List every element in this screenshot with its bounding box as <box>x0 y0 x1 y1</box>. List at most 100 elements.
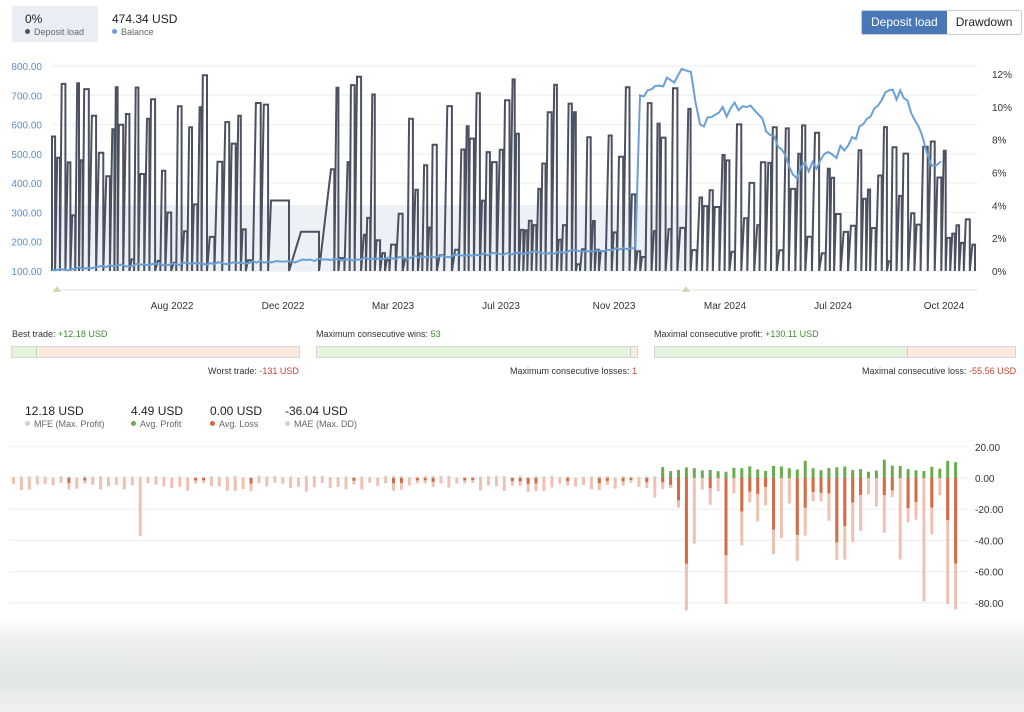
left-axis-tick: 300.00 <box>11 208 42 219</box>
range-marker-start[interactable] <box>53 286 61 292</box>
mfe-bar <box>249 476 253 478</box>
loss-bar <box>629 478 633 480</box>
avg-profit-label: Avg. Profit <box>140 419 182 429</box>
mfe-bar <box>589 476 593 478</box>
mae-bar <box>874 478 878 507</box>
loss-bar <box>851 478 855 503</box>
mae-bar <box>439 478 443 484</box>
mfe-bar <box>502 476 506 478</box>
mae-bar <box>621 478 625 486</box>
mfe-bar <box>146 476 150 478</box>
mfe-bar <box>67 476 71 478</box>
loss-bar <box>202 478 205 481</box>
mae-bar <box>423 478 427 484</box>
loss-bar <box>946 478 950 521</box>
max-consec-profit-label: Maximal consecutive profit: +130.11 USD <box>654 329 819 339</box>
mfe-bar <box>99 476 103 478</box>
mae-bar <box>257 478 261 484</box>
mae-bar <box>138 478 142 537</box>
deposit-load-button[interactable]: Deposit load <box>862 11 947 34</box>
mae-bar <box>732 478 736 494</box>
mae-bar <box>217 478 221 487</box>
loss-bar <box>661 478 665 483</box>
left-axis-tick: 700.00 <box>11 91 42 102</box>
mae-bar <box>289 478 293 488</box>
right-axis-tick: 4% <box>992 201 1007 212</box>
mae-bar <box>178 478 182 487</box>
mfe-bar <box>431 475 435 478</box>
mae-bar <box>83 478 87 484</box>
drawdown-button[interactable]: Drawdown <box>946 11 1022 34</box>
mae-bar <box>35 478 39 485</box>
worst-trade-value: -131 USD <box>259 366 299 376</box>
mfe-label: MFE (Max. Profit) <box>34 419 105 429</box>
mfe-bar <box>938 468 942 478</box>
mae-bar <box>637 478 641 487</box>
mfe-bar <box>423 475 427 478</box>
mfe-bar <box>352 476 356 478</box>
loss-bar <box>677 478 680 501</box>
left-axis-tick: 200.00 <box>11 238 42 249</box>
mae-bar <box>716 478 720 492</box>
mfe-bar <box>914 470 918 478</box>
range-marker-mid[interactable] <box>682 286 690 292</box>
deposit-load-value: 0% <box>25 12 43 26</box>
mae-bar <box>328 478 332 488</box>
right-axis-tick: 6% <box>992 169 1007 180</box>
loss-bar <box>811 478 815 492</box>
mfe-bar <box>463 476 467 478</box>
mfe-bar <box>27 476 31 478</box>
loss-bar <box>463 478 467 481</box>
mfe-bar <box>281 477 285 478</box>
loss-bar <box>415 478 419 481</box>
mfe-bar <box>19 476 23 478</box>
mfe-bar <box>669 471 673 478</box>
mfe-bar <box>795 469 799 478</box>
mfe-bar <box>75 477 79 478</box>
mae-bar <box>320 478 324 483</box>
mfe-bar <box>43 476 47 478</box>
best-trade-label: Best trade: +12.18 USD <box>12 329 108 339</box>
bottom-axis-tick: -40.00 <box>975 536 1004 547</box>
loss-bar <box>392 478 395 484</box>
mae-bar <box>859 478 863 531</box>
loss-bar <box>803 478 807 508</box>
mae-bar <box>653 478 657 498</box>
mae-bar <box>99 478 103 490</box>
mfe-bar <box>890 465 894 478</box>
mfe-bar <box>186 477 190 478</box>
avg-profit-stat: 4.49 USD Avg. Profit <box>131 404 183 429</box>
bottom-fade-overlay <box>0 618 1024 712</box>
mfe-bar <box>107 476 110 478</box>
loss-bar <box>431 478 435 482</box>
mae-bar <box>661 478 665 489</box>
mfe-bar <box>740 468 744 478</box>
loss-bar <box>526 478 530 484</box>
mae-bar <box>455 478 459 484</box>
mfe-bar <box>241 477 245 478</box>
mfe-bar <box>51 477 55 478</box>
loss-bar <box>859 478 863 495</box>
x-axis-tick: Jul 2024 <box>814 301 852 312</box>
balance-label: Balance <box>121 27 154 37</box>
mfe-stat: 12.18 USD MFE (Max. Profit) <box>25 404 105 429</box>
mfe-bar <box>257 475 261 478</box>
mfe-bar <box>122 476 126 478</box>
mfe-bar <box>613 477 617 478</box>
mae-bar <box>645 478 649 489</box>
mfe-bar <box>605 475 609 478</box>
balance-dot <box>112 29 117 34</box>
mae-bar <box>51 478 55 486</box>
mfe-bar <box>392 475 395 478</box>
mfe-bar <box>487 476 490 478</box>
mfe-bar <box>202 477 205 478</box>
deposit-load-tile <box>12 6 98 42</box>
mae-bar <box>487 478 490 486</box>
mae-bar <box>629 478 633 483</box>
mfe-bar <box>83 476 87 478</box>
loss-bar <box>756 478 760 494</box>
loss-bar <box>764 478 768 487</box>
mfe-bar <box>677 469 680 478</box>
mfe-bar <box>787 468 791 478</box>
mae-bar <box>312 478 316 488</box>
